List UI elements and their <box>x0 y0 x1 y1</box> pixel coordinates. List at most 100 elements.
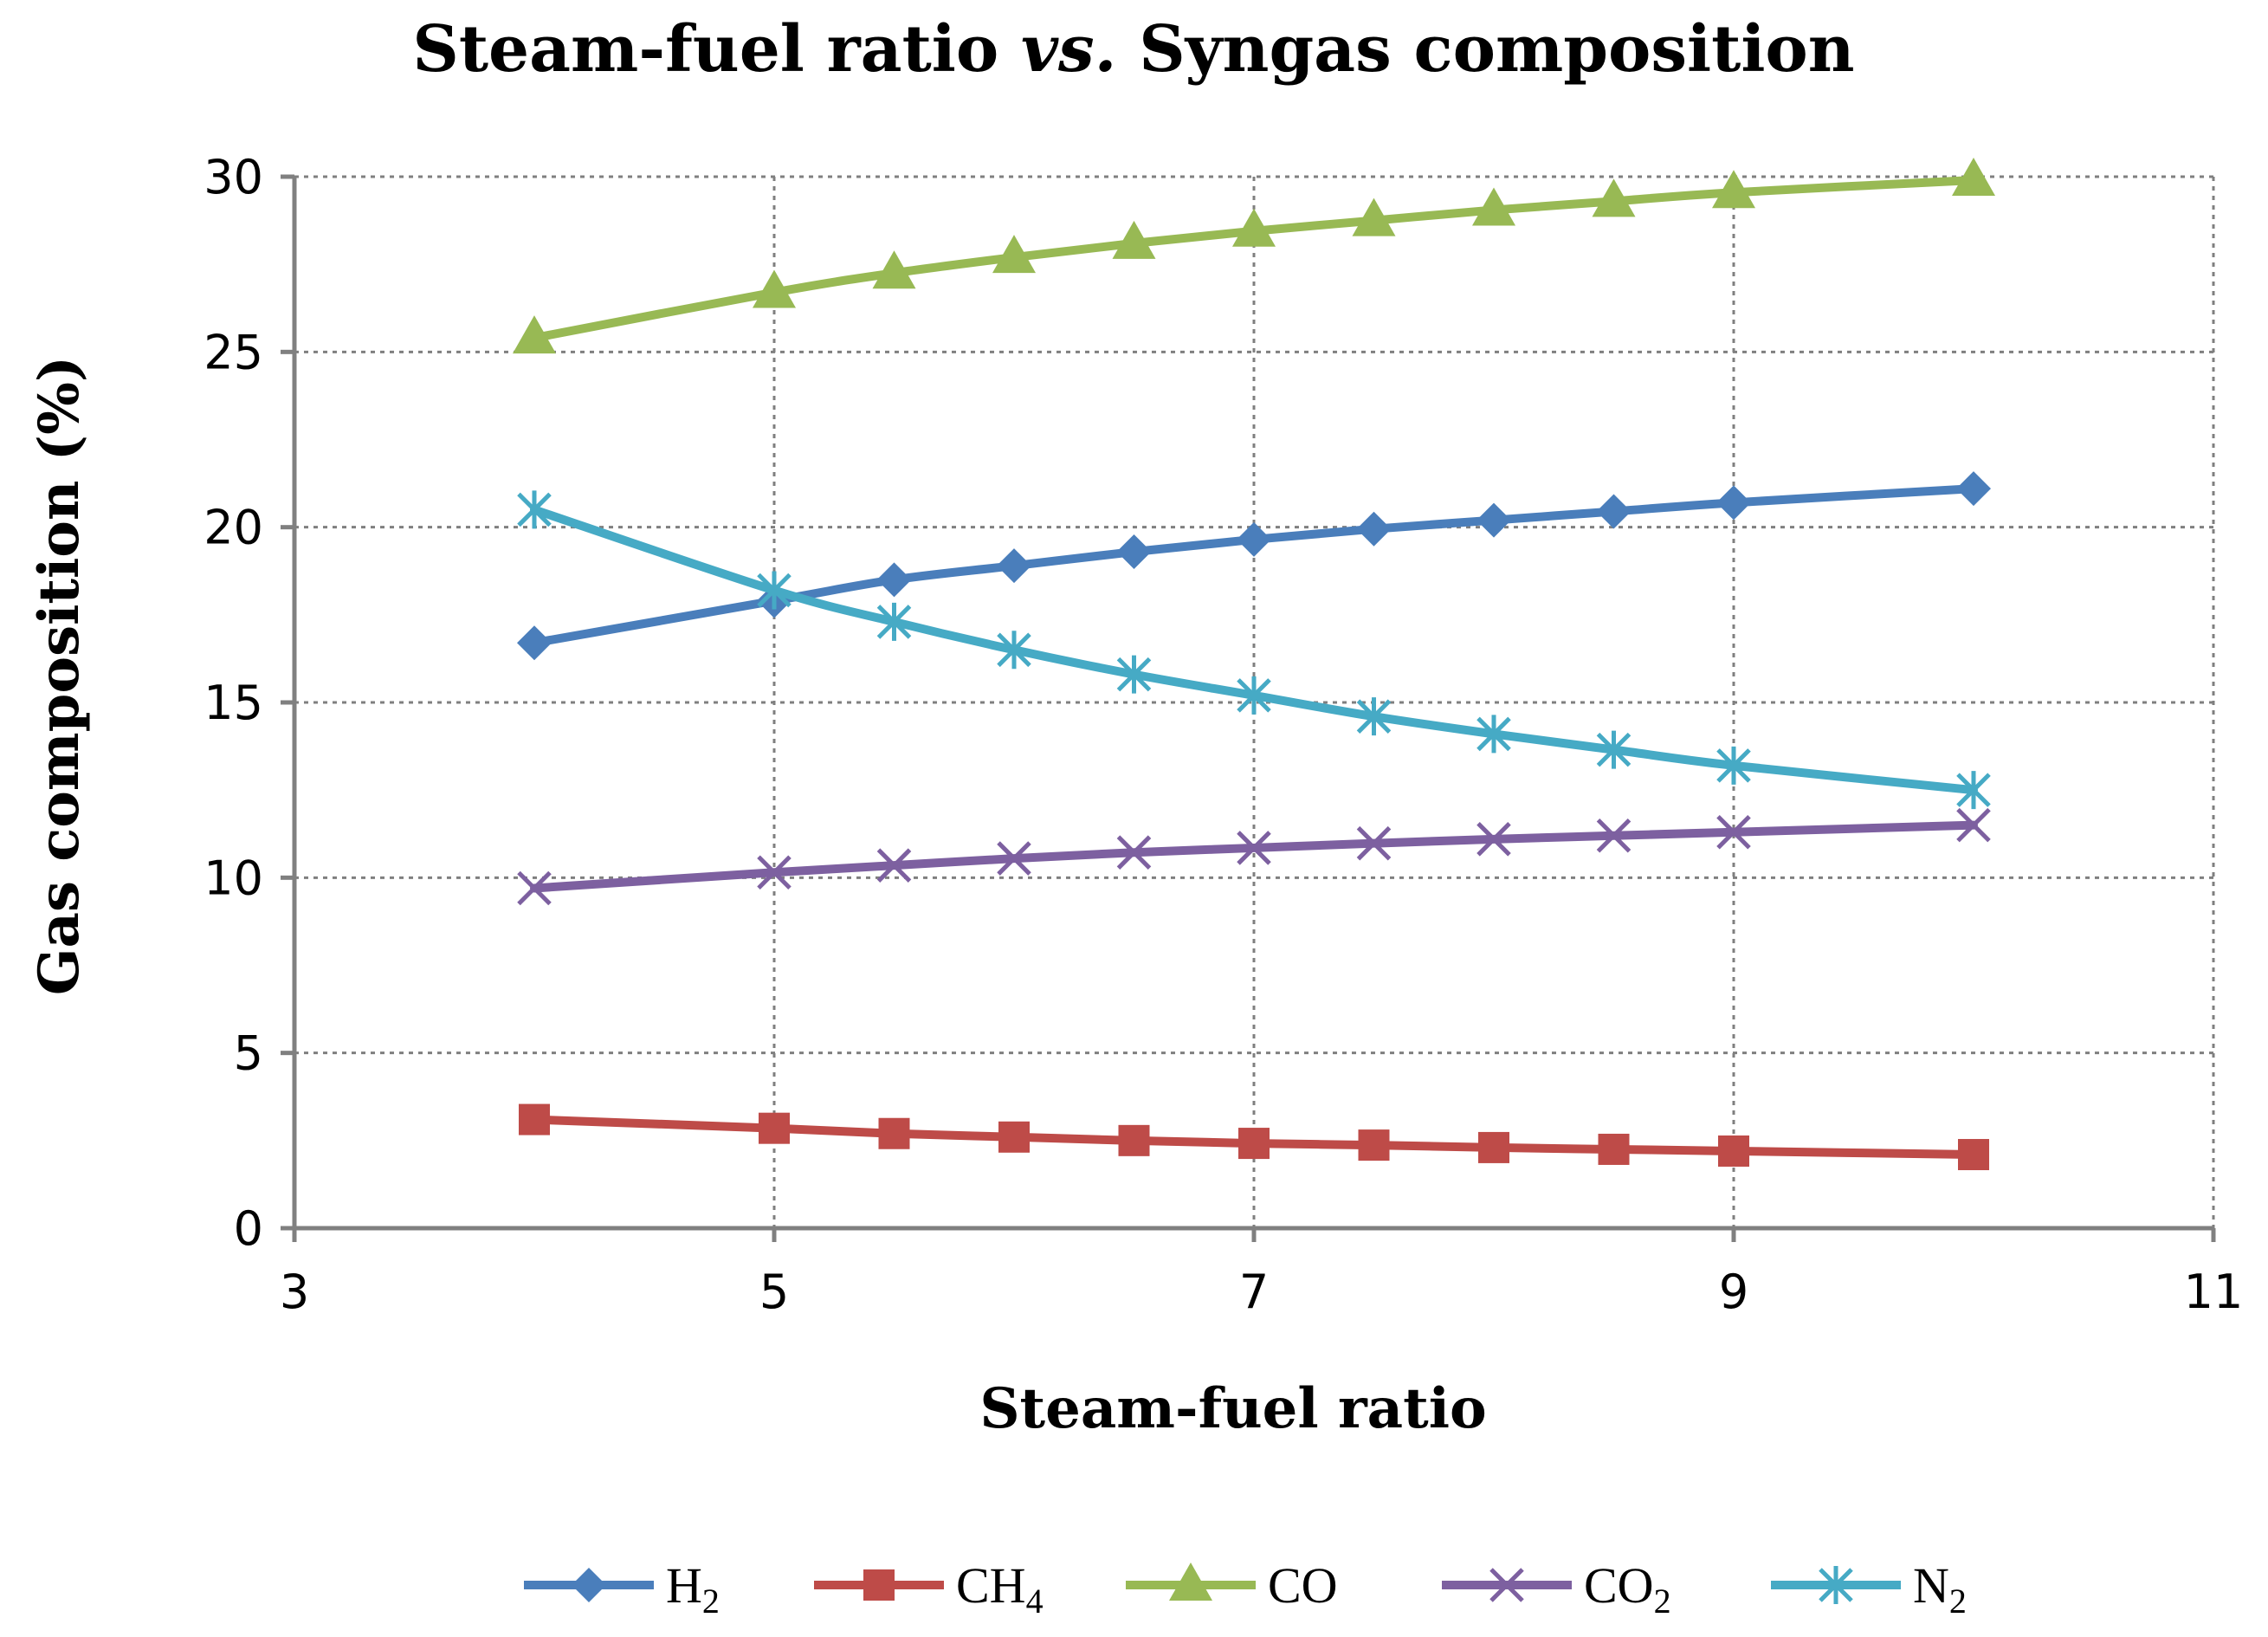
data-point-h2 <box>1596 494 1632 529</box>
data-point-co2 <box>1476 822 1511 857</box>
legend-label-subscript: 2 <box>1949 1582 1967 1621</box>
series-h2 <box>517 471 1991 661</box>
data-point-co <box>1112 220 1156 259</box>
y-tick-label: 30 <box>204 150 263 204</box>
legend-marker-n2 <box>1819 1566 1853 1604</box>
data-point-h2 <box>1476 502 1511 538</box>
data-point-n2 <box>876 602 912 641</box>
legend-label-main: CO <box>1584 1557 1654 1614</box>
legend-marker-ch4 <box>863 1569 895 1601</box>
data-point-h2 <box>517 625 552 661</box>
data-point-n2 <box>1716 746 1751 785</box>
data-point-h2 <box>1356 511 1392 547</box>
data-point-h2 <box>1956 471 1991 507</box>
legend-label-subscript: 4 <box>1026 1582 1044 1621</box>
data-point-co2 <box>1116 835 1152 870</box>
x-tick-label: 7 <box>1239 1265 1269 1319</box>
data-point-co <box>1352 197 1396 236</box>
data-point-n2 <box>1956 771 1991 810</box>
legend: H2 CH4 CO CO2 N2 <box>524 1557 1967 1621</box>
data-point-n2 <box>1596 730 1632 769</box>
legend-item-co: CO <box>1126 1557 1338 1614</box>
data-point-ch4 <box>1478 1131 1509 1163</box>
data-point-h2 <box>997 548 1031 584</box>
x-tick-label: 3 <box>280 1265 309 1319</box>
legend-label-co2: CO2 <box>1584 1557 1671 1621</box>
series-co <box>513 158 1995 354</box>
legend-item-ch4: CH4 <box>814 1557 1044 1621</box>
data-series <box>513 158 1995 1171</box>
legend-item-co2: CO2 <box>1442 1557 1671 1621</box>
data-point-co2 <box>1237 831 1271 865</box>
legend-label-subscript: 2 <box>702 1582 720 1621</box>
data-point-ch4 <box>998 1121 1030 1153</box>
chart-title: Steam-fuel ratio vs. Syngas composition <box>412 12 1854 87</box>
data-point-n2 <box>1356 697 1392 736</box>
x-axis-title: Steam-fuel ratio <box>979 1376 1486 1441</box>
legend-marker-co <box>1169 1563 1212 1601</box>
legend-marker-h2 <box>572 1568 606 1602</box>
y-tick-label: 10 <box>204 851 263 905</box>
data-point-n2 <box>757 571 792 610</box>
data-point-n2 <box>1476 715 1511 754</box>
data-point-n2 <box>997 631 1031 670</box>
data-point-n2 <box>517 490 552 529</box>
data-point-n2 <box>1116 655 1152 694</box>
y-tick-label: 15 <box>204 676 263 730</box>
data-point-ch4 <box>1598 1133 1630 1165</box>
data-point-co <box>513 315 556 354</box>
legend-item-h2: H2 <box>524 1557 720 1621</box>
data-point-co <box>1232 208 1276 247</box>
series-n2 <box>517 490 1991 810</box>
legend-label-main: CH <box>956 1557 1026 1614</box>
data-point-co2 <box>1716 814 1751 850</box>
data-point-co2 <box>997 841 1031 876</box>
data-point-co2 <box>1356 825 1392 861</box>
legend-marker-co2 <box>1489 1568 1524 1602</box>
series-co2 <box>517 807 1991 906</box>
data-point-co2 <box>1956 807 1991 843</box>
chart-title-part-2: Syngas composition <box>1116 12 1854 87</box>
data-point-co2 <box>517 870 552 906</box>
y-tick-label: 25 <box>204 325 263 379</box>
legend-label-co: CO <box>1268 1557 1338 1614</box>
data-point-h2 <box>1116 534 1152 569</box>
data-point-co <box>1472 187 1515 226</box>
data-point-ch4 <box>1118 1124 1150 1156</box>
chart-title-part-1: Steam-fuel ratio <box>412 12 1021 87</box>
legend-label-main: CO <box>1268 1557 1338 1614</box>
data-point-ch4 <box>519 1103 550 1136</box>
data-point-h2 <box>1237 521 1271 557</box>
legend-label-ch4: CH4 <box>956 1557 1044 1621</box>
x-tick-label: 5 <box>759 1265 789 1319</box>
legend-label-n2: N2 <box>1913 1557 1967 1621</box>
data-point-co <box>1712 170 1755 209</box>
data-point-ch4 <box>1958 1139 1989 1171</box>
data-point-ch4 <box>1238 1128 1270 1160</box>
y-tick-label: 20 <box>204 501 263 555</box>
axes <box>281 174 2216 1242</box>
data-point-co <box>753 269 796 308</box>
data-point-ch4 <box>1718 1135 1749 1167</box>
x-tick-label: 9 <box>1719 1265 1748 1319</box>
x-tick-label: 11 <box>2184 1265 2244 1319</box>
y-tick-label: 5 <box>234 1026 263 1081</box>
data-point-n2 <box>1237 676 1271 715</box>
data-point-co2 <box>1596 818 1632 853</box>
data-point-ch4 <box>878 1117 910 1149</box>
data-point-co <box>992 235 1036 274</box>
data-point-co <box>872 250 916 289</box>
data-point-co <box>1592 178 1636 217</box>
data-point-h2 <box>1716 485 1751 521</box>
legend-label-main: H <box>666 1557 702 1614</box>
data-point-co2 <box>757 855 792 890</box>
legend-label-subscript: 2 <box>1654 1582 1671 1621</box>
legend-label-main: N <box>1913 1557 1949 1614</box>
chart-title-vs: vs. <box>1021 12 1116 87</box>
data-point-co2 <box>876 848 912 883</box>
y-tick-label: 0 <box>234 1201 263 1256</box>
data-point-ch4 <box>1358 1129 1390 1161</box>
